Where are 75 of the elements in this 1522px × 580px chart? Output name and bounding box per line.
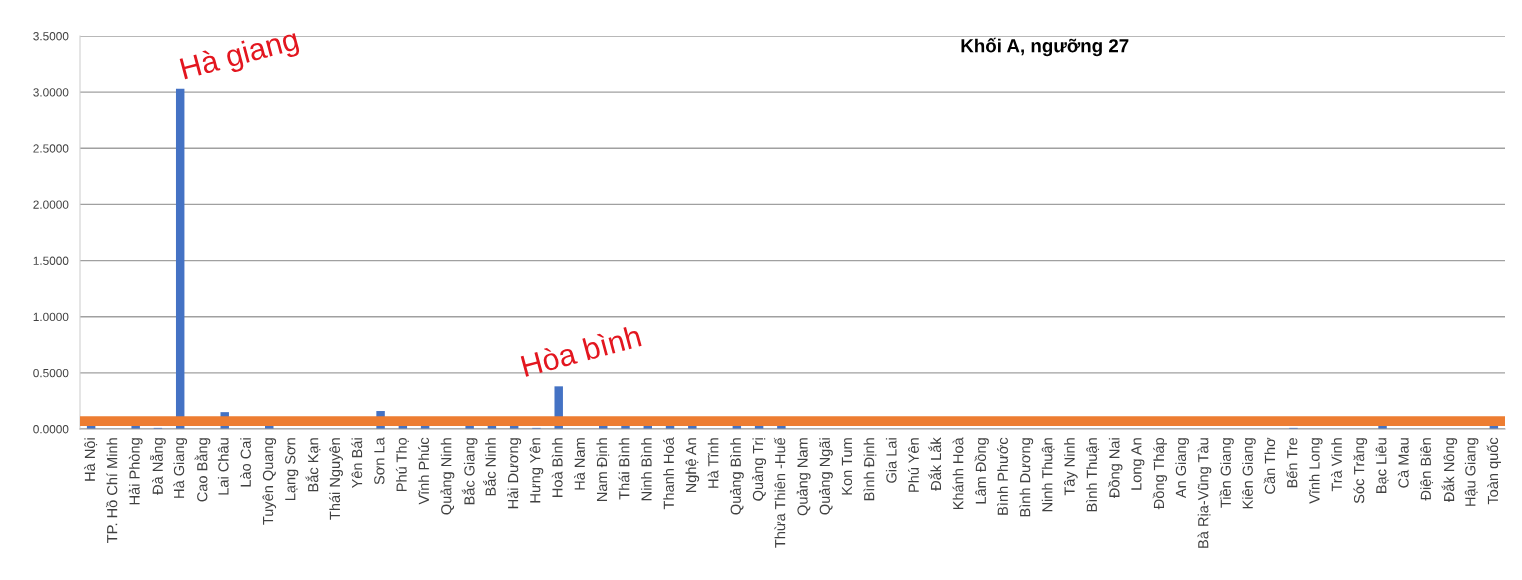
x-tick-label: Hoà Bình — [551, 438, 563, 497]
x-tick-label: Quảng Nam — [796, 438, 811, 516]
x-tick-label: Kon Tum — [841, 438, 853, 495]
x-tick-label: Bình Dương — [1019, 438, 1034, 517]
x-tick-label: Toàn quốc — [1486, 437, 1501, 505]
x-tick-label: Bắc Giang — [461, 438, 478, 505]
x-tick-label: TP. Hồ Chí Minh — [105, 438, 118, 543]
x-tick-label: Thái Nguyên — [329, 438, 343, 520]
y-tick-label: 0.5000 — [33, 368, 69, 378]
x-tick-label: Gia Lai — [885, 438, 897, 483]
x-tick-label: Kiên Giang — [1242, 438, 1256, 509]
x-tick-label: Vĩnh Long — [1308, 438, 1323, 504]
x-tick-label: Bình Thuận — [1086, 438, 1100, 512]
x-tick-label: Quảng Bình — [729, 438, 744, 515]
x-tick-label: Vĩnh Phúc — [418, 437, 430, 505]
x-tick-label: An Giang — [1175, 438, 1189, 499]
y-tick-label: 1.5000 — [33, 256, 69, 265]
x-tick-label: Yên Bái — [351, 438, 363, 489]
x-tick-label: Khánh Hoà — [952, 437, 964, 510]
x-tick-label: Quảng Trị — [752, 438, 767, 501]
y-tick-label: 1.0000 — [33, 312, 69, 322]
x-tick-label: Hà Tĩnh — [707, 438, 719, 488]
x-tick-label: Tiền Giang — [1219, 438, 1234, 508]
x-tick-label: Quảng Ngãi — [818, 438, 833, 515]
x-tick-label: Hải Dương — [507, 438, 522, 509]
x-tick-label: Hà Giang — [173, 438, 188, 498]
x-tick-label: Quảng Ninh — [440, 438, 455, 515]
x-tick-label: Bến Tre — [1286, 437, 1298, 488]
x-tick-label: Thanh Hoá — [663, 437, 674, 510]
x-tick-label: Trà Vinh — [1331, 438, 1342, 492]
x-tick-label: Cao Bằng — [194, 438, 211, 502]
x-tick-label: Hưng Yên — [529, 438, 544, 503]
y-tick-label: 2.5000 — [33, 144, 69, 153]
x-tick-label: Đồng Nai — [1108, 438, 1123, 499]
annotation: Hòa bình — [520, 324, 642, 378]
x-tick-label: Ninh Thuận — [1041, 438, 1055, 512]
x-tick-label: Bà Rịa-Vũng Tàu — [1197, 438, 1212, 548]
x-tick-label: Sóc Trăng — [1353, 438, 1368, 504]
x-tick-label: Phú Yên — [907, 438, 919, 492]
annotation: Hà giang — [179, 26, 301, 86]
x-tick-label: Lạng Sơn — [285, 438, 299, 501]
x-tick-label: Bình Phước — [997, 437, 1008, 515]
x-tick-label: Đà Nẵng — [150, 438, 166, 495]
x-tick-label: Thừa Thiên -Huế — [773, 437, 786, 548]
x-tick-label: Lào Cai — [240, 438, 251, 487]
x-tick-label: Đắk Lắk — [928, 437, 942, 491]
x-tick-label: Phú Thọ — [395, 437, 409, 492]
x-tick-label: Hà Nội — [84, 438, 98, 481]
x-tick-label: Hải Phòng — [128, 438, 143, 505]
x-tick-label: Cà Mau — [1397, 438, 1409, 488]
x-tick-label: Lai Châu — [217, 438, 229, 495]
y-tick-label: 3.5000 — [33, 32, 69, 41]
x-tick-label: Ninh Bình — [640, 438, 652, 501]
x-tick-label: Nam Định — [596, 438, 610, 501]
x-tick-label: Tuyên Quang — [262, 438, 277, 525]
x-tick-label: Đồng Tháp — [1152, 437, 1167, 510]
y-tick-label: 3.0000 — [33, 88, 69, 97]
x-tick-label: Lâm Đồng — [974, 438, 989, 504]
x-tick-label: Sơn La — [374, 437, 385, 485]
y-tick-label: 0.0000 — [33, 425, 69, 434]
x-tick-label: Long An — [1131, 438, 1145, 490]
chart-title: Khối A, ngưỡng 27 — [961, 37, 1129, 57]
y-tick-label: 2.0000 — [33, 200, 69, 209]
x-tick-label: Bắc Ninh — [483, 438, 496, 496]
x-tick-label: Nghệ An — [685, 438, 700, 493]
x-tick-label: Bình Định — [863, 438, 877, 501]
x-tick-label: Bắc Kạn — [305, 438, 321, 492]
x-tick-label: Hà Nam — [574, 438, 585, 490]
x-tick-label: Thái Bình — [618, 438, 630, 500]
x-tick-label: Bạc Liêu — [1375, 438, 1389, 493]
x-tick-label: Cần Thơ — [1263, 437, 1276, 494]
x-tick-label: Điện Biên — [1420, 438, 1434, 501]
x-tick-label: Tây Ninh — [1064, 438, 1078, 496]
x-tick-label: Đắk Nông — [1441, 438, 1458, 503]
x-tick-label: Hậu Giang — [1464, 438, 1479, 506]
